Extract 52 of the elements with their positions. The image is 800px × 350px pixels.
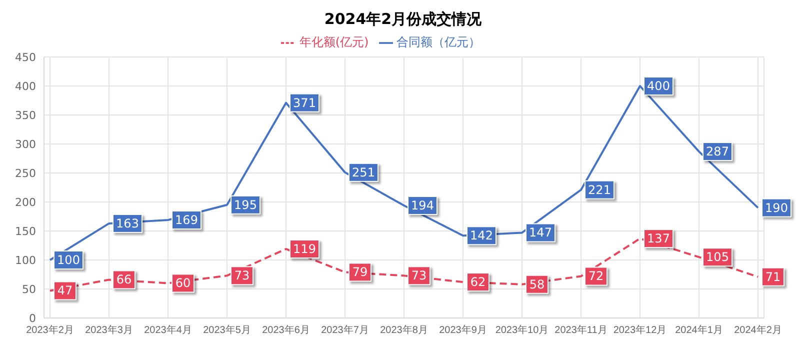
x-tick-label: 2023年6月	[262, 324, 310, 336]
data-label: 169	[175, 212, 198, 227]
data-label: 100	[57, 253, 80, 267]
y-tick-label: 450	[15, 50, 36, 64]
x-tick-label: 2023年12月	[613, 324, 667, 336]
data-label: 195	[234, 198, 257, 212]
data-label: 71	[765, 270, 781, 284]
data-label: 79	[352, 265, 368, 280]
y-tick-label: 100	[15, 254, 36, 267]
data-label: 73	[234, 268, 250, 283]
data-label: 190	[765, 200, 788, 215]
data-label: 221	[588, 182, 611, 197]
data-label: 105	[706, 250, 729, 264]
data-label: 72	[588, 269, 604, 284]
x-tick-label: 2023年10月	[495, 324, 549, 336]
data-label: 163	[116, 216, 139, 230]
data-label: 147	[529, 226, 552, 240]
y-tick-label: 200	[15, 196, 36, 209]
x-tick-label: 2024年1月	[675, 324, 723, 336]
data-label: 60	[175, 276, 191, 290]
y-tick-label: 50	[22, 282, 36, 296]
chart-title: 2024年2月份成交情况	[323, 9, 483, 30]
data-label: 119	[293, 242, 316, 256]
y-tick-label: 0	[29, 312, 36, 325]
legend-label: 年化额(亿元)	[299, 35, 369, 49]
x-tick-label: 2023年11月	[554, 324, 608, 336]
data-label: 47	[57, 284, 73, 298]
data-label: 400	[647, 79, 670, 93]
data-label: 58	[529, 277, 545, 292]
data-label: 287	[706, 144, 729, 159]
y-tick-label: 400	[15, 80, 36, 93]
x-tick-label: 2023年3月	[85, 324, 133, 336]
data-label: 251	[352, 165, 375, 180]
data-label: 142	[470, 228, 493, 243]
x-tick-label: 2023年7月	[321, 324, 369, 336]
data-label: 66	[116, 272, 132, 287]
y-tick-label: 150	[15, 224, 36, 238]
data-label: 371	[293, 96, 316, 110]
data-label: 137	[647, 232, 670, 246]
x-tick-label: 2023年4月	[144, 324, 192, 336]
data-label: 62	[470, 275, 486, 290]
x-tick-label: 2023年9月	[439, 324, 487, 336]
x-tick-label: 2024年2月	[734, 324, 782, 336]
x-tick-label: 2023年2月	[26, 324, 74, 336]
y-tick-label: 350	[15, 108, 36, 122]
x-tick-label: 2023年5月	[203, 324, 251, 336]
y-tick-label: 300	[15, 138, 36, 151]
data-label: 73	[411, 268, 427, 283]
legend-label: 合同额（亿元）	[396, 35, 481, 49]
x-tick-label: 2023年8月	[380, 324, 428, 336]
y-tick-label: 250	[15, 166, 36, 180]
data-label: 194	[411, 198, 434, 212]
